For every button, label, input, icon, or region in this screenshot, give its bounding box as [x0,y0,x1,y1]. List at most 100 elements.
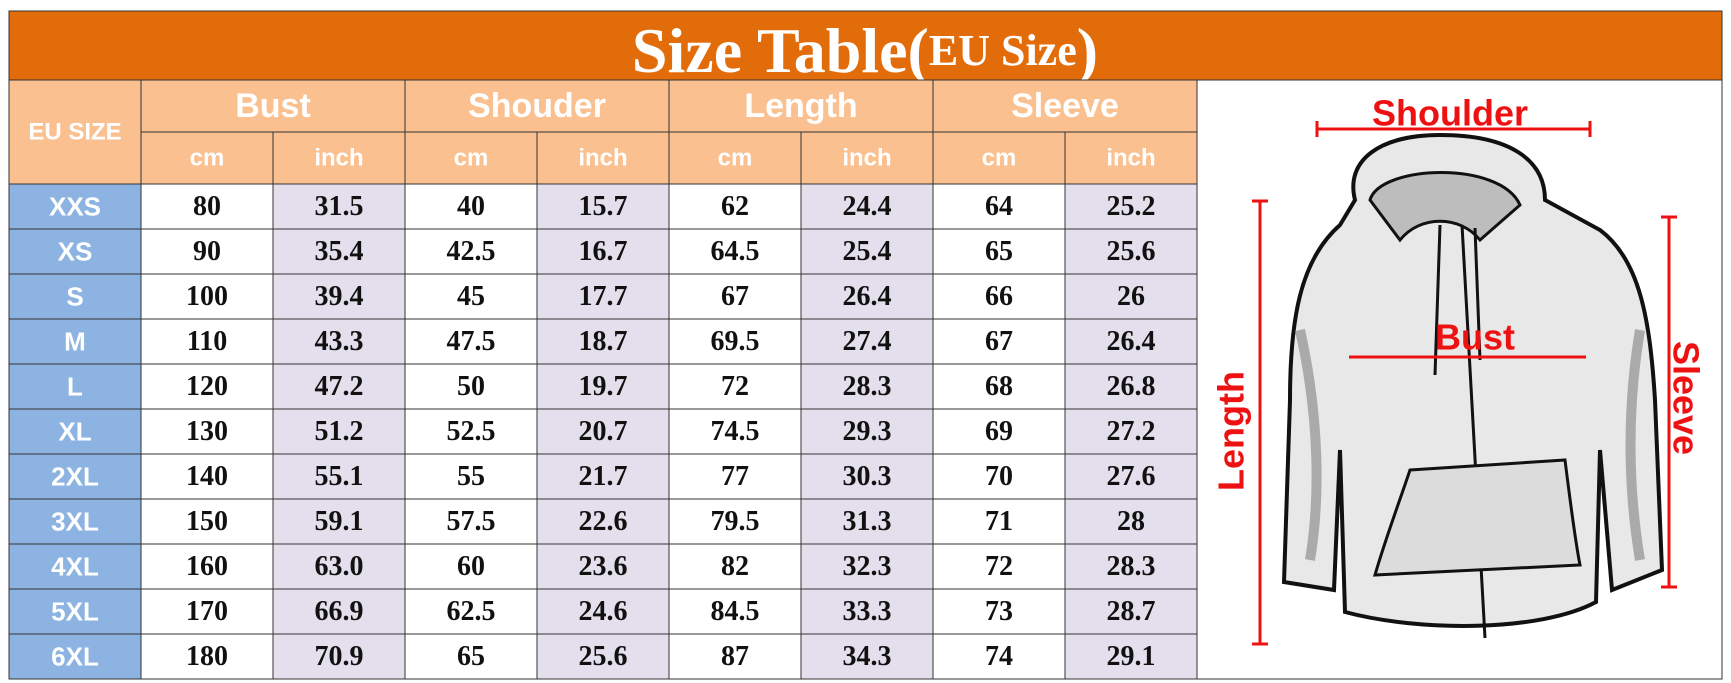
cell-value: 64.5 [711,236,760,267]
cell-value: 57.5 [447,506,496,537]
cell-value: 70 [985,461,1013,492]
cell [1064,543,1198,590]
cell [536,228,670,275]
cell-value: 34.3 [843,641,892,672]
unit-header [1064,131,1198,185]
cell-value: 25.2 [1107,191,1156,222]
cell-value: 69 [985,416,1013,447]
cell-value: 26.4 [843,281,892,312]
cell-value: 77 [721,461,749,492]
shoulder-label: Shoulder [1372,93,1528,134]
size-cell [8,498,142,545]
cell [404,453,538,500]
cell [668,183,802,230]
size-label: 4XL [51,552,99,582]
group-header [140,79,406,133]
cell-value: 100 [186,281,228,312]
size-cell [8,363,142,410]
cell-value: 19.7 [579,371,628,402]
cell-value: 74 [985,641,1013,672]
cell-value: 27.4 [843,326,892,357]
cell-value: 60 [457,551,485,582]
unit-header [272,131,406,185]
cell [1064,363,1198,410]
cell-value: 52.5 [447,416,496,447]
title-part: EU Size [929,26,1077,75]
unit-label: inch [314,145,363,172]
cell [140,408,274,455]
cell-value: 28.7 [1107,596,1156,627]
cell-value: 21.7 [579,461,628,492]
cell-value: 30.3 [843,461,892,492]
cell [272,318,406,365]
cell-value: 160 [186,551,228,582]
cell-value: 84.5 [711,596,760,627]
cell-value: 31.5 [315,191,364,222]
cell [1064,498,1198,545]
cell [536,633,670,680]
cell-value: 40 [457,191,485,222]
size-label: 6XL [51,642,99,672]
cell-value: 25.6 [579,641,628,672]
cell-value: 24.6 [579,596,628,627]
shading [1295,328,1645,561]
cell [800,453,934,500]
cell-value: 87 [721,641,749,672]
cell-value: 35.4 [315,236,364,267]
cell-value: 180 [186,641,228,672]
cell [140,363,274,410]
cell [404,633,538,680]
cell [932,633,1066,680]
unit-header [404,131,538,185]
cell-value: 28 [1117,506,1145,537]
cell-value: 28.3 [843,371,892,402]
cell-value: 51.2 [315,416,364,447]
unit-header [800,131,934,185]
cell-value: 55.1 [315,461,364,492]
cell [536,183,670,230]
cell [404,408,538,455]
cell-value: 62 [721,191,749,222]
cell [932,183,1066,230]
cell-value: 90 [193,236,221,267]
size-label: XS [58,237,93,267]
cell-value: 120 [186,371,228,402]
cell [272,498,406,545]
cell [272,228,406,275]
cell [272,408,406,455]
size-label: S [66,282,83,312]
cell [272,633,406,680]
cell [800,588,934,635]
cell [1064,318,1198,365]
hood-opening [1368,171,1522,243]
cell [404,498,538,545]
group-label: Shouder [468,87,606,125]
unit-header [932,131,1066,185]
cell-value: 70.9 [315,641,364,672]
title: Size Table(EU Size) [632,15,1098,86]
cell [1064,633,1198,680]
cell-value: 15.7 [579,191,628,222]
group-header [932,79,1198,133]
unit-label: inch [1106,145,1155,172]
unit-header [140,131,274,185]
cell [800,228,934,275]
size-cell [8,453,142,500]
size-cell [8,228,142,275]
cell-value: 170 [186,596,228,627]
cell [1064,228,1198,275]
unit-label: cm [982,145,1017,172]
cell-value: 72 [985,551,1013,582]
cell-value: 17.7 [579,281,628,312]
cell-value: 26 [1117,281,1145,312]
cell-value: 69.5 [711,326,760,357]
cell-value: 73 [985,596,1013,627]
cell-value: 67 [985,326,1013,357]
drawstrings [1433,224,1482,376]
group-label: Length [744,87,857,125]
cell [932,498,1066,545]
unit-header [536,131,670,185]
cell-value: 20.7 [579,416,628,447]
unit-label: cm [718,145,753,172]
unit-header [668,131,802,185]
